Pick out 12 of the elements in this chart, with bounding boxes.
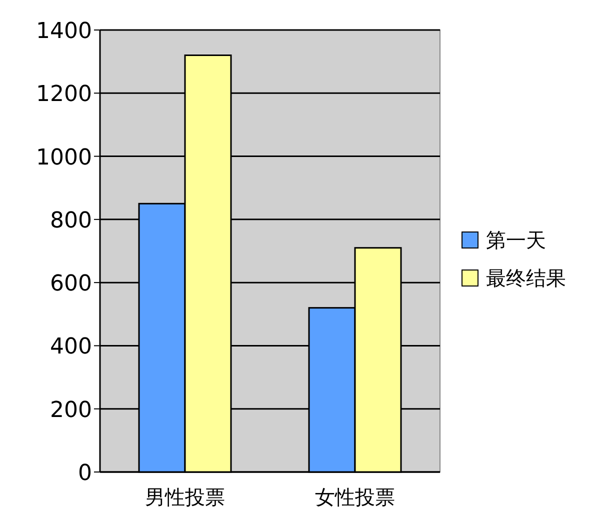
y-tick-label: 1400: [36, 19, 92, 44]
legend-label: 最终结果: [486, 266, 566, 290]
y-tick-label: 600: [50, 272, 92, 297]
y-tick-label: 800: [50, 208, 92, 234]
y-tick-label: 1200: [36, 82, 92, 108]
y-tick-label: 200: [50, 398, 92, 423]
y-tick-label: 400: [50, 334, 92, 360]
x-tick-label: 女性投票: [315, 485, 395, 509]
legend-label: 第一天: [486, 228, 546, 252]
y-tick-label: 1000: [36, 145, 92, 170]
y-tick-label: 0: [78, 461, 92, 486]
x-tick-label: 男性投票: [145, 485, 225, 509]
